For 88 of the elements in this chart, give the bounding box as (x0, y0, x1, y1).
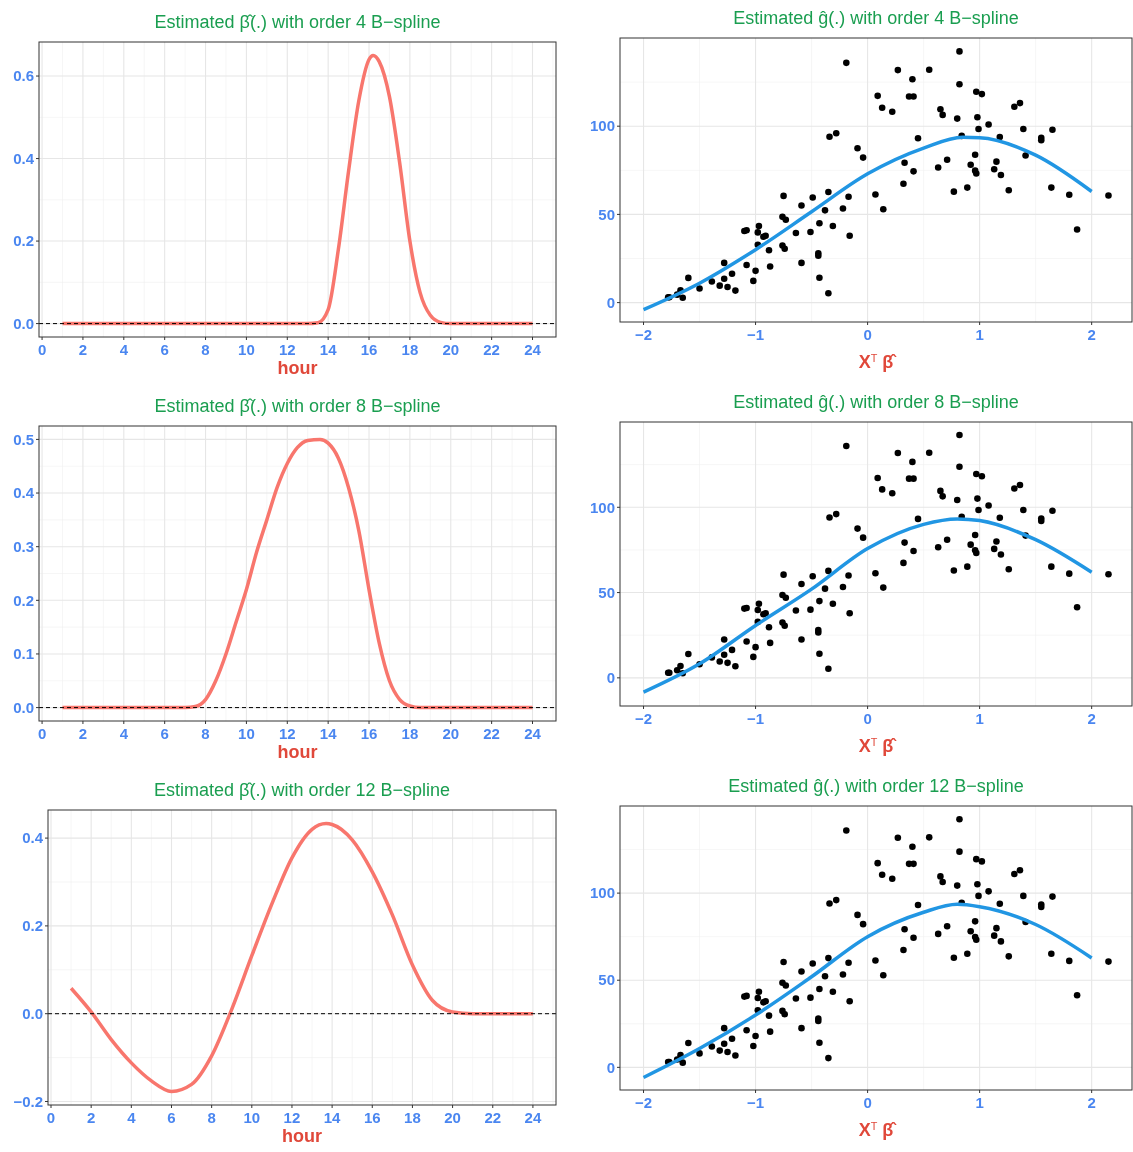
x-tick-label: 24 (524, 725, 542, 742)
x-tick-label: 10 (238, 725, 255, 742)
x-tick-label: 4 (127, 1109, 137, 1126)
x-tick-label: 24 (524, 1109, 542, 1126)
x-tick-label: 16 (363, 1109, 381, 1126)
x-tick-label: 0 (863, 326, 872, 343)
y-tick-label: 50 (598, 971, 615, 989)
chart-title: Estimated β̂(.) with order 8 B−spline (154, 396, 441, 416)
x-tick-label: 24 (524, 341, 542, 358)
x-tick-label: 8 (201, 725, 210, 742)
x-tick-label: 4 (119, 725, 129, 742)
x-tick-label: 14 (319, 725, 338, 742)
x-tick-label: −2 (634, 710, 653, 727)
line-series (69, 821, 535, 1094)
y-tick-label: 0 (606, 293, 615, 311)
y-tick-label: 50 (598, 583, 615, 601)
x-tick-label: 4 (119, 341, 129, 358)
x-tick-label: 8 (207, 1109, 216, 1126)
x-tick-label: −2 (634, 1094, 653, 1111)
x-tick-label: −1 (747, 326, 765, 343)
x-tick-label: 20 (442, 725, 460, 742)
x-tick-label: 6 (160, 341, 169, 358)
x-tick-label: 8 (201, 341, 210, 358)
y-tick-label: 0.0 (13, 314, 34, 332)
x-tick-label: −2 (634, 326, 653, 343)
chart-title: Estimated ĝ(.) with order 8 B−spline (733, 392, 1019, 412)
x-tick-label: −1 (747, 1094, 765, 1111)
y-tick-label: 100 (589, 884, 615, 902)
x-tick-label: 1 (975, 1094, 984, 1111)
x-axis-title: hour (277, 358, 318, 378)
y-tick-label: 0.2 (22, 917, 43, 935)
x-tick-label: 14 (323, 1109, 342, 1126)
x-tick-label: 22 (483, 341, 500, 358)
x-tick-label: 22 (484, 1109, 502, 1126)
x-tick-label: 2 (1087, 326, 1096, 343)
y-tick-label: 0.4 (22, 829, 44, 847)
y-tick-label: 0.4 (13, 484, 35, 502)
y-tick-label: 0.6 (13, 67, 34, 85)
x-axis-title: X$^{T}$ β̂ (858, 352, 898, 372)
y-tick-label: 0.4 (13, 149, 35, 167)
y-tick-label: 0.2 (13, 232, 34, 250)
y-tick-label: 0.5 (13, 430, 34, 448)
x-tick-label: 12 (278, 341, 296, 358)
x-tick-label: 1 (975, 710, 984, 727)
x-tick-label: 18 (401, 341, 419, 358)
x-tick-label: 2 (78, 341, 88, 358)
y-tick-label: 0.0 (13, 698, 34, 716)
y-tick-label: −0.2 (13, 1092, 43, 1110)
x-axis-title: hour (282, 1126, 322, 1146)
y-tick-label: 100 (589, 117, 615, 135)
x-tick-label: 10 (238, 341, 255, 358)
x-axis-title: X$^{T}$ β̂ (858, 1120, 898, 1140)
x-tick-label: 16 (360, 341, 378, 358)
x-tick-label: 18 (401, 725, 419, 742)
y-tick-label: 0.3 (13, 537, 34, 555)
x-tick-label: 0 (863, 710, 872, 727)
x-tick-label: 6 (167, 1109, 176, 1126)
x-tick-label: 0 (46, 1109, 56, 1126)
y-tick-label: 0.0 (22, 1004, 43, 1022)
x-tick-label: 2 (1087, 1094, 1096, 1111)
x-tick-label: 18 (404, 1109, 421, 1126)
x-tick-label: 1 (975, 326, 984, 343)
x-tick-label: 16 (360, 725, 378, 742)
x-tick-label: 2 (87, 1109, 96, 1126)
x-tick-label: 20 (442, 341, 460, 358)
y-tick-label: 0.1 (13, 645, 34, 663)
chart-title: Estimated β̂(.) with order 4 B−spline (154, 12, 441, 32)
x-tick-label: 2 (78, 725, 88, 742)
x-tick-label: 12 (283, 1109, 301, 1126)
x-axis-title: hour (277, 742, 318, 762)
x-tick-label: 2 (1087, 710, 1096, 727)
y-tick-label: 0 (606, 1058, 615, 1076)
x-axis-title: X$^{T}$ β̂ (858, 736, 898, 756)
x-tick-label: 22 (483, 725, 500, 742)
x-tick-label: −1 (747, 710, 765, 727)
x-tick-label: 12 (278, 725, 296, 742)
y-tick-label: 50 (598, 205, 615, 223)
chart-title: Estimated ĝ(.) with order 12 B−spline (728, 776, 1024, 796)
x-tick-label: 10 (243, 1109, 261, 1126)
x-tick-label: 6 (160, 725, 169, 742)
chart-title: Estimated ĝ(.) with order 4 B−spline (733, 8, 1019, 28)
y-tick-label: 0 (606, 669, 615, 687)
y-tick-label: 0.2 (13, 591, 34, 609)
x-tick-label: 0 (863, 1094, 872, 1111)
x-tick-label: 20 (444, 1109, 461, 1126)
chart-title: Estimated β̂(.) with order 12 B−spline (154, 780, 450, 800)
y-tick-label: 100 (589, 498, 615, 516)
x-tick-label: 14 (319, 341, 338, 358)
